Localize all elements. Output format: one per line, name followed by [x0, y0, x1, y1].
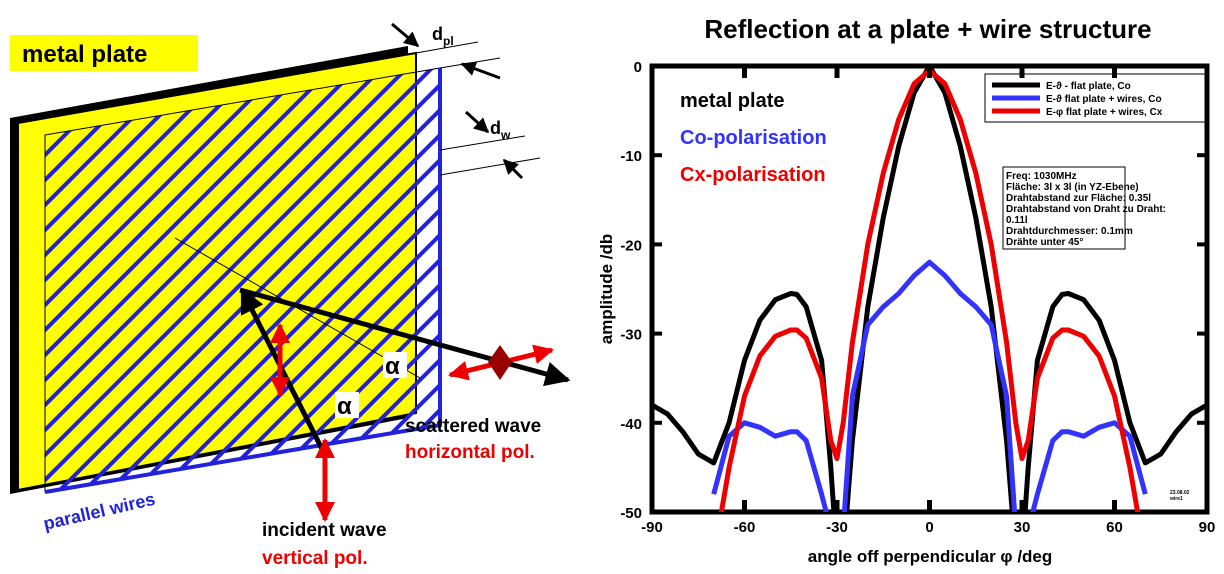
y-tick-label: -50	[620, 505, 642, 522]
y-tick-label: -40	[620, 416, 642, 433]
info-line: Drahtdurchmesser: 0.1mm	[1006, 226, 1133, 237]
angle-label: α	[385, 353, 400, 380]
dim-label: dw	[490, 118, 511, 142]
incident-label: incident wave	[262, 520, 387, 541]
y-axis-label: amplitude /db	[597, 234, 616, 345]
x-tick-label: -90	[641, 519, 663, 536]
y-tick-label: 0	[634, 59, 642, 76]
legend-label: E-ϑ flat plate + wires, Co	[1046, 94, 1162, 105]
dim-arrow	[466, 112, 488, 132]
dim-symbol: d	[490, 118, 501, 138]
info-line: Drähte unter 45°	[1006, 237, 1083, 248]
wires-label: parallel wires	[41, 489, 157, 534]
plate-label: metal plate	[22, 41, 147, 68]
figure: metal plate dpl dw α α scattered wave ho…	[0, 0, 1224, 574]
dim-line	[440, 158, 540, 175]
y-tick-label: -30	[620, 327, 642, 344]
pol-diamond	[488, 345, 512, 380]
info-line: Drahtabstand von Draht zu Draht:	[1006, 204, 1166, 215]
chart-title: Reflection at a plate + wire structure	[704, 14, 1151, 44]
stamp: wire1	[1169, 496, 1183, 502]
scattered-pol: horizontal pol.	[405, 442, 535, 463]
incident-pol: vertical pol.	[262, 548, 368, 569]
x-tick-label: 60	[1106, 519, 1123, 536]
scattered-label: scattered wave	[405, 416, 541, 437]
legend-label: E-ϑ - flat plate, Co	[1046, 81, 1131, 92]
dim-label: dpl	[432, 24, 454, 48]
y-tick-label: -10	[620, 148, 642, 165]
x-tick-label: 0	[925, 519, 933, 536]
dim-line	[440, 136, 525, 150]
annotation: Cx-polarisation	[680, 164, 826, 186]
info-line: Freq: 1030MHz	[1006, 171, 1077, 182]
legend-label: E-φ flat plate + wires, Cx	[1046, 107, 1163, 118]
annotation: metal plate	[680, 90, 784, 112]
info-line: Drahtabstand zur Fläche: 0.35l	[1006, 193, 1151, 204]
dim-symbol: d	[432, 24, 443, 44]
dim-sub: pl	[443, 34, 454, 48]
annotation: Co-polarisation	[680, 127, 827, 149]
x-axis-label: angle off perpendicular φ /deg	[808, 547, 1053, 566]
x-tick-label: 90	[1199, 519, 1216, 536]
angle-label: α	[337, 393, 352, 420]
x-tick-label: 30	[1014, 519, 1031, 536]
info-line: 0.11l	[1006, 215, 1028, 226]
page: {"diagram": {"plate_label": "metal plate…	[0, 0, 1224, 574]
dim-arrow	[462, 64, 500, 78]
y-tick-label: -20	[620, 237, 642, 254]
dim-arrow	[392, 24, 418, 46]
x-tick-label: -30	[826, 519, 848, 536]
info-line: Fläche: 3l x 3l (in YZ-Ebene)	[1006, 182, 1139, 193]
dim-sub: w	[500, 128, 511, 142]
x-tick-label: -60	[734, 519, 756, 536]
series-line	[714, 262, 1146, 530]
